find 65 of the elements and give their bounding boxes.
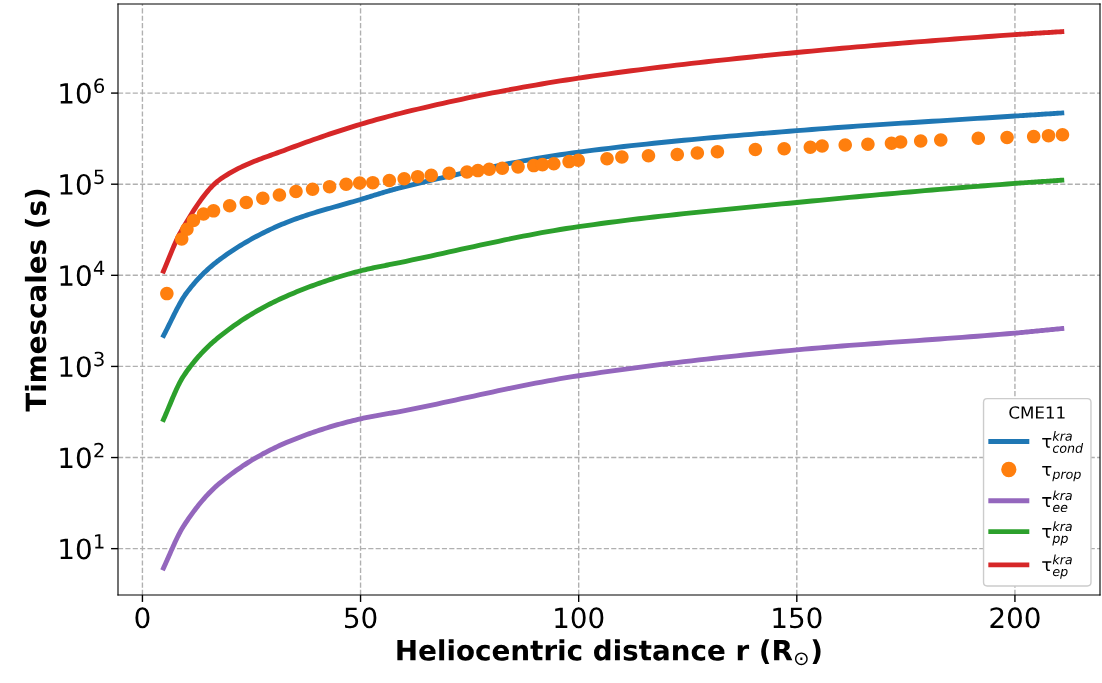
y-tick-label: 10$^{5}$ (60, 169, 104, 195)
point (442, 166, 456, 180)
point (1055, 127, 1070, 142)
y-tick-label: 10$^{6}$ (60, 78, 105, 104)
point (803, 140, 818, 155)
point (180, 222, 194, 237)
point (641, 149, 656, 163)
point (1026, 129, 1041, 144)
point (424, 168, 438, 183)
point (495, 161, 510, 175)
point (535, 157, 550, 172)
point (615, 150, 629, 164)
point (222, 198, 237, 213)
point (748, 142, 763, 157)
point (339, 177, 353, 191)
point (397, 171, 411, 186)
point (482, 162, 497, 176)
point (471, 163, 485, 178)
point (838, 138, 852, 152)
point (511, 160, 525, 174)
legend-label: τ$_{prop}$ (1042, 465, 1081, 482)
point (815, 139, 829, 153)
point (893, 135, 908, 149)
legend-label: τ$^{kra}$$_{ep}$ (1042, 554, 1072, 579)
y-tick-label: 10$^{4}$ (60, 260, 105, 287)
y-tick-label: 10$^{2}$ (60, 442, 104, 469)
legend-label: τ$^{kra}$$_{cond}$ (1042, 431, 1084, 453)
legend-title: CME11 (1009, 406, 1065, 419)
point (239, 195, 254, 210)
point (186, 213, 201, 228)
y-axis-title: Timescales (s) (24, 189, 50, 412)
point (600, 152, 614, 166)
x-tick-label: 200 (990, 607, 1040, 629)
legend-label: τ$^{kra}$$_{pp}$ (1042, 521, 1072, 546)
point (460, 165, 474, 179)
point (305, 182, 320, 197)
point (934, 133, 948, 147)
point (971, 131, 986, 146)
point (256, 191, 270, 206)
y-tick-label: 10$^{3}$ (60, 351, 104, 378)
point (571, 153, 586, 168)
x-tick-label: 100 (555, 607, 604, 629)
point (710, 144, 725, 159)
point (1041, 128, 1056, 143)
x-tick-label: 150 (773, 607, 822, 629)
point (160, 286, 174, 301)
point (206, 204, 221, 218)
y-tick-label: 10$^{1}$ (60, 534, 104, 560)
point (861, 137, 875, 151)
point (352, 176, 367, 190)
point (777, 141, 791, 156)
x-tick-label: 50 (345, 607, 377, 629)
point (913, 134, 928, 148)
point (547, 156, 561, 171)
point (670, 147, 685, 162)
point (690, 146, 705, 160)
point (366, 175, 380, 190)
x-tick-label: 0 (135, 607, 150, 629)
point (410, 169, 425, 184)
point (272, 188, 287, 202)
point (289, 184, 303, 199)
x-axis-title: Heliocentric distance r (R$_{⊙}$) (397, 639, 821, 666)
point (1000, 130, 1014, 145)
point (322, 179, 337, 194)
point (382, 173, 397, 188)
